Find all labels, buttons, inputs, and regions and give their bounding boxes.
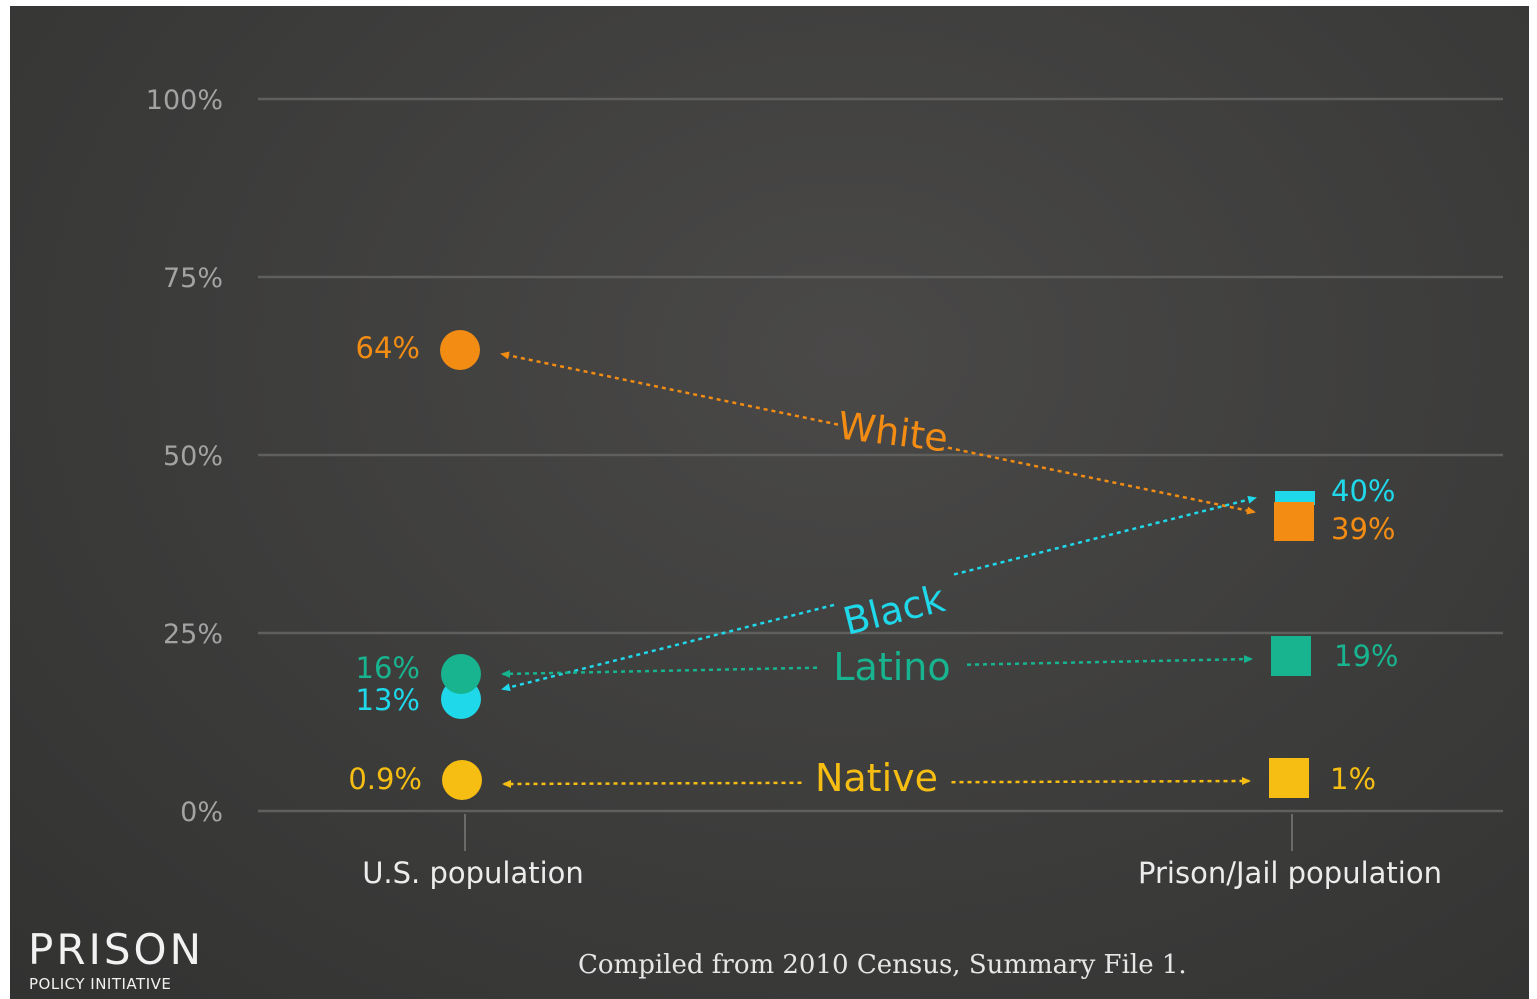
point-us-white — [440, 330, 480, 370]
point-us-latino — [441, 654, 481, 694]
y-tick-label-50: 50% — [163, 441, 223, 472]
connector-right-native — [951, 777, 1251, 786]
point-us-native — [442, 760, 482, 800]
connector-right-black — [953, 495, 1257, 576]
logo-prison-text: PRISON — [28, 925, 205, 974]
category-label-1: Prison/Jail population — [1138, 856, 1442, 890]
value-label-us-white: 64% — [356, 331, 420, 365]
value-label-prison-black: 40% — [1331, 474, 1395, 508]
value-label-prison-native: 1% — [1330, 762, 1376, 796]
y-tick-label-75: 75% — [163, 263, 223, 294]
connector-left-latino — [501, 666, 818, 678]
point-prison-native — [1269, 758, 1309, 798]
axis-labels: 0% 25% 50% 75% 100% U.S. population Prison/Jai… — [146, 85, 1442, 890]
y-tick-label-0: 0% — [180, 797, 223, 828]
series-name-latino: Latino — [833, 645, 950, 689]
logo-policy-initiative-text: POLICY INITIATIVE — [29, 975, 172, 993]
connector-right-white — [947, 446, 1256, 515]
connector-right-latino — [966, 655, 1253, 666]
value-label-us-native: 0.9% — [348, 762, 422, 796]
value-label-prison-white: 39% — [1331, 512, 1395, 546]
connector-left-native — [502, 779, 802, 788]
point-prison-black — [1275, 491, 1315, 505]
value-label-prison-latino: 19% — [1334, 639, 1398, 673]
value-label-us-black: 13% — [356, 683, 420, 717]
point-prison-latino — [1271, 636, 1311, 676]
point-prison-white — [1274, 502, 1314, 541]
gridlines — [258, 97, 1503, 813]
value-label-us-latino: 16% — [356, 651, 420, 685]
y-tick-label-100: 100% — [146, 85, 223, 116]
series-name-native: Native — [815, 756, 938, 800]
connector-left-white — [500, 351, 839, 426]
category-label-0: U.S. population — [362, 856, 584, 890]
series-name-white: White — [835, 403, 950, 460]
connector-left-black — [501, 603, 835, 692]
source-footnote: Compiled from 2010 Census, Summary File … — [578, 950, 1187, 980]
y-tick-label-25: 25% — [163, 619, 223, 650]
